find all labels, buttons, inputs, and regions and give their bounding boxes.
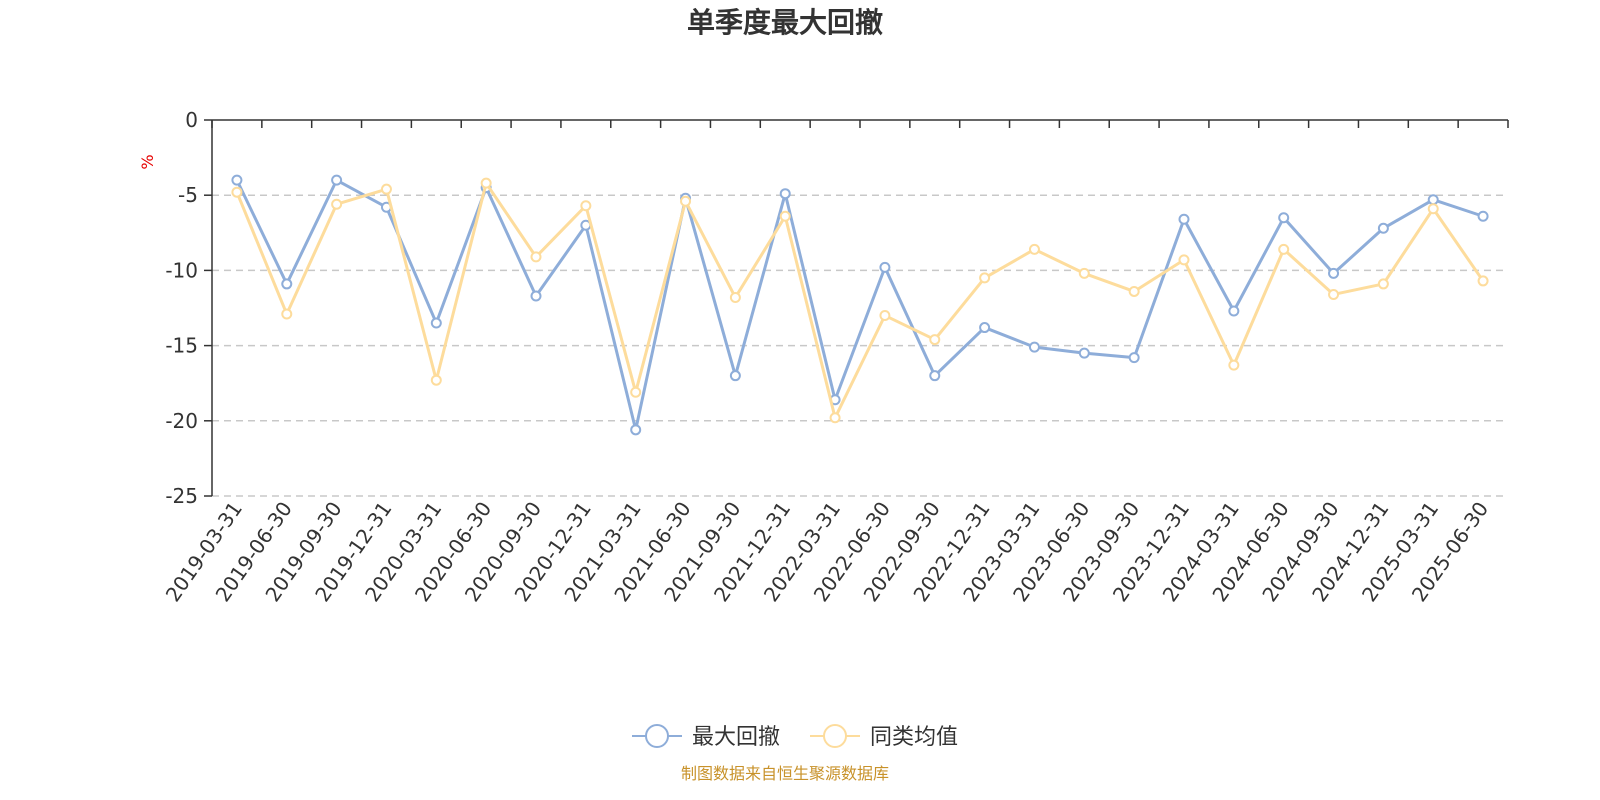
data-point xyxy=(530,290,542,302)
series-line xyxy=(235,178,1484,432)
data-point xyxy=(430,317,442,329)
y-tick-label: -5 xyxy=(178,183,198,207)
legend-marker xyxy=(645,724,669,748)
data-point xyxy=(630,386,642,398)
data-point xyxy=(680,195,692,207)
data-point xyxy=(1377,222,1389,234)
legend-item-2: 同类均值 xyxy=(810,724,958,750)
chart-title: 单季度最大回撤 xyxy=(687,6,883,39)
series-line xyxy=(235,181,1485,420)
data-point xyxy=(580,200,592,212)
y-axis-ticks: 0 -5 -10 -15 -20 -25 xyxy=(165,108,212,508)
data-point xyxy=(879,261,891,273)
legend-label: 同类均值 xyxy=(870,725,958,750)
data-point xyxy=(231,174,243,186)
y-axis-unit: % xyxy=(138,154,157,169)
y-tick-label: -10 xyxy=(165,258,198,282)
data-point xyxy=(1278,243,1290,255)
data-point xyxy=(231,186,243,198)
axes xyxy=(211,119,1508,496)
data-point xyxy=(1427,203,1439,215)
data-point xyxy=(630,424,642,436)
legend: 最大回撤 同类均值 xyxy=(632,724,958,750)
data-point xyxy=(729,370,741,382)
data-point xyxy=(331,174,343,186)
series-layer xyxy=(231,174,1489,436)
data-point xyxy=(1078,267,1090,279)
data-point xyxy=(779,188,791,200)
data-point xyxy=(1078,347,1090,359)
data-point xyxy=(380,183,392,195)
data-point xyxy=(331,198,343,210)
data-point xyxy=(1278,212,1290,224)
data-point xyxy=(929,334,941,346)
data-point xyxy=(480,177,492,189)
data-point xyxy=(1477,210,1489,222)
series-1 xyxy=(231,174,1489,436)
data-point xyxy=(1128,352,1140,364)
data-point xyxy=(1328,288,1340,300)
data-point xyxy=(430,374,442,386)
data-point xyxy=(1328,267,1340,279)
data-point xyxy=(1427,194,1439,206)
grid-lines xyxy=(212,194,1508,497)
data-point xyxy=(281,278,293,290)
data-point xyxy=(1178,254,1190,266)
data-point xyxy=(979,322,991,334)
data-point xyxy=(829,412,841,424)
data-point xyxy=(1028,341,1040,353)
y-tick-label: -20 xyxy=(165,409,198,433)
series-2 xyxy=(231,177,1489,424)
data-point xyxy=(530,251,542,263)
data-point xyxy=(1228,359,1240,371)
data-point xyxy=(281,308,293,320)
legend-marker xyxy=(823,724,847,748)
data-point xyxy=(929,370,941,382)
data-point xyxy=(1178,213,1190,225)
data-point xyxy=(729,291,741,303)
y-tick-label: -15 xyxy=(165,334,198,358)
data-point xyxy=(1477,275,1489,287)
data-point xyxy=(979,272,991,284)
legend-label: 最大回撤 xyxy=(692,725,780,750)
source-note: 制图数据来自恒生聚源数据库 xyxy=(681,764,889,783)
data-point xyxy=(1028,243,1040,255)
data-point xyxy=(879,310,891,322)
legend-item-1: 最大回撤 xyxy=(632,724,780,750)
data-point xyxy=(779,210,791,222)
y-tick-label: -25 xyxy=(165,484,198,508)
data-point xyxy=(1128,285,1140,297)
y-tick-label: 0 xyxy=(185,108,198,132)
data-point xyxy=(1377,278,1389,290)
data-point xyxy=(1228,305,1240,317)
